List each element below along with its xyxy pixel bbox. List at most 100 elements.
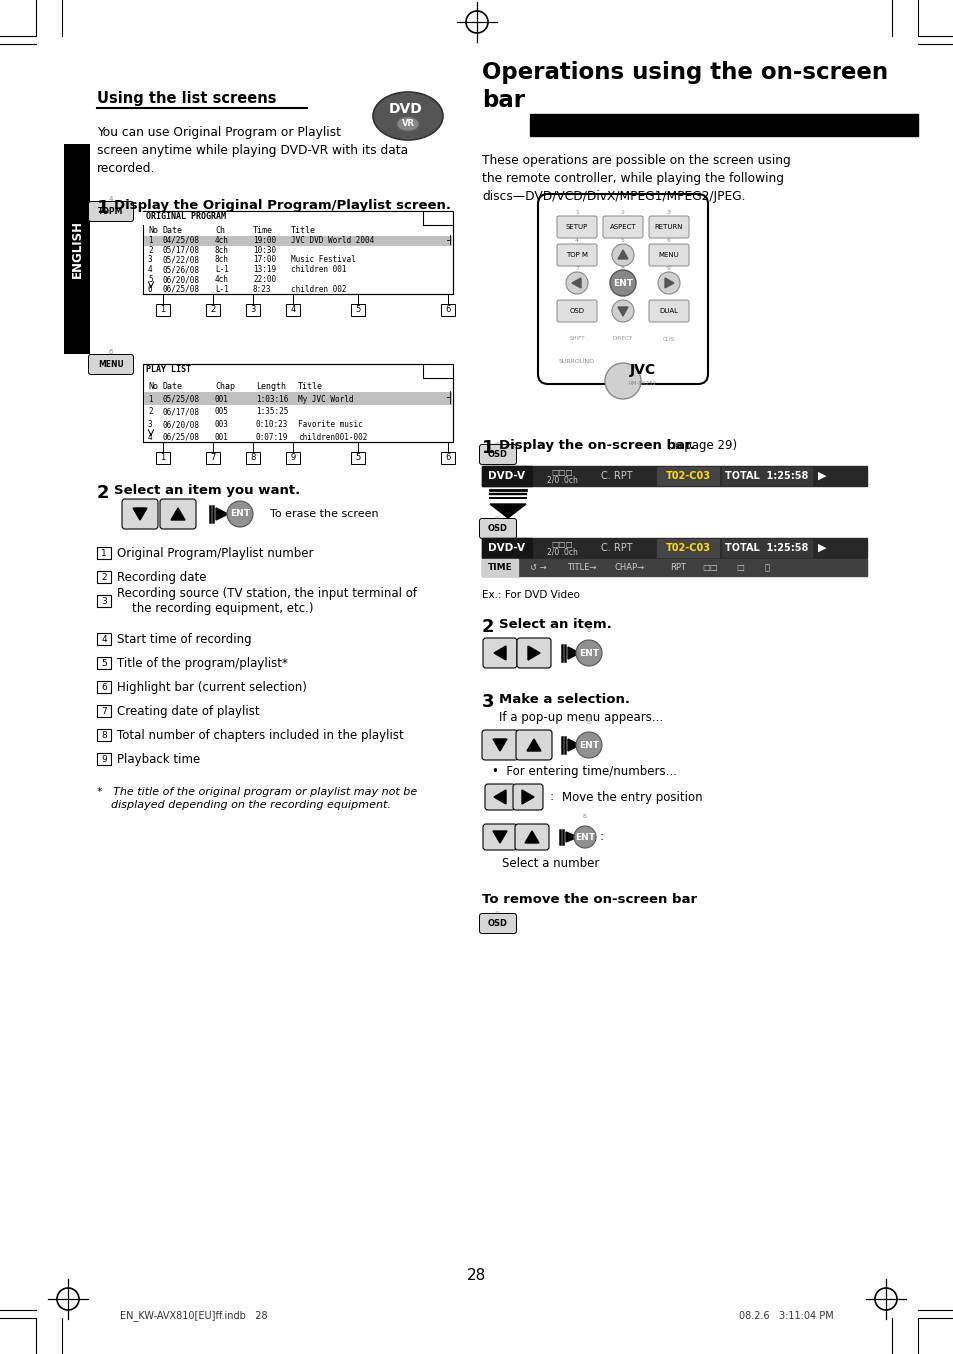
Text: Select an item.: Select an item. xyxy=(498,617,611,631)
Polygon shape xyxy=(215,508,228,520)
Bar xyxy=(530,114,917,135)
Bar xyxy=(144,236,452,245)
Text: SETUP: SETUP xyxy=(565,223,587,230)
Polygon shape xyxy=(524,831,538,844)
Bar xyxy=(97,681,111,693)
Circle shape xyxy=(574,826,596,848)
Bar xyxy=(286,452,299,464)
Bar xyxy=(246,305,260,315)
FancyBboxPatch shape xyxy=(482,638,517,668)
Text: □□: □□ xyxy=(701,563,717,571)
Bar xyxy=(481,466,866,486)
Text: DIRECT: DIRECT xyxy=(613,337,633,341)
Bar xyxy=(246,452,260,464)
Text: C. RPT: C. RPT xyxy=(600,471,632,481)
Text: 6: 6 xyxy=(101,682,107,692)
Text: 06/20/08: 06/20/08 xyxy=(163,420,200,429)
Text: 28: 28 xyxy=(467,1269,486,1284)
FancyBboxPatch shape xyxy=(648,301,688,322)
Text: SHIFT: SHIFT xyxy=(569,337,584,341)
Circle shape xyxy=(227,501,253,527)
Text: 003: 003 xyxy=(214,420,229,429)
Ellipse shape xyxy=(373,92,442,139)
FancyBboxPatch shape xyxy=(557,244,597,265)
Text: 8: 8 xyxy=(586,628,590,634)
Text: 3: 3 xyxy=(148,420,152,429)
Text: 06/17/08: 06/17/08 xyxy=(163,408,200,417)
Text: JVC DVD World 2004: JVC DVD World 2004 xyxy=(291,236,374,245)
Text: •  For entering time/numbers...: • For entering time/numbers... xyxy=(492,765,677,779)
FancyBboxPatch shape xyxy=(602,217,642,238)
Text: 001: 001 xyxy=(214,394,229,403)
Text: bar: bar xyxy=(481,89,524,112)
Polygon shape xyxy=(618,250,627,259)
Text: 05/25/08: 05/25/08 xyxy=(163,394,200,403)
Text: OSD: OSD xyxy=(488,919,507,927)
Text: L-1: L-1 xyxy=(214,265,229,275)
Text: 1: 1 xyxy=(160,454,166,463)
Bar xyxy=(657,467,719,485)
Text: 1:35:25: 1:35:25 xyxy=(255,408,288,417)
Text: 06/25/08: 06/25/08 xyxy=(163,433,200,441)
FancyBboxPatch shape xyxy=(517,638,551,668)
Bar xyxy=(481,538,866,558)
Text: :: : xyxy=(599,830,603,844)
Text: 6: 6 xyxy=(445,454,450,463)
Bar xyxy=(97,594,111,607)
Text: Favorite music: Favorite music xyxy=(297,420,362,429)
Circle shape xyxy=(658,272,679,294)
Text: ▶: ▶ xyxy=(817,543,825,552)
Text: □□□: □□□ xyxy=(551,468,572,478)
Text: 1: 1 xyxy=(148,394,152,403)
Text: 05/26/08: 05/26/08 xyxy=(163,265,200,275)
Text: Start time of recording: Start time of recording xyxy=(117,632,252,646)
Text: 9: 9 xyxy=(666,267,670,272)
Text: 9: 9 xyxy=(290,454,295,463)
FancyBboxPatch shape xyxy=(513,784,542,810)
Text: ENT: ENT xyxy=(230,509,250,519)
Polygon shape xyxy=(565,831,578,842)
Bar xyxy=(156,305,170,315)
Bar xyxy=(721,467,811,485)
Text: 8: 8 xyxy=(582,815,586,819)
Text: Display the Original Program/Playlist screen.: Display the Original Program/Playlist sc… xyxy=(113,199,451,213)
Text: 8ch: 8ch xyxy=(214,256,229,264)
Text: 6: 6 xyxy=(109,349,113,355)
Text: My JVC World: My JVC World xyxy=(297,394,354,403)
Text: 10:30: 10:30 xyxy=(253,245,275,255)
Text: 1: 1 xyxy=(160,306,166,314)
Text: 4: 4 xyxy=(148,433,152,441)
Text: RM-RK252: RM-RK252 xyxy=(628,382,657,386)
Text: Ex.: For DVD Video: Ex.: For DVD Video xyxy=(481,590,579,600)
Polygon shape xyxy=(171,508,185,520)
Text: TOP M: TOP M xyxy=(565,252,587,259)
Text: 🎤: 🎤 xyxy=(763,563,769,571)
Text: 4: 4 xyxy=(101,635,107,643)
Text: 2: 2 xyxy=(148,408,152,417)
Text: TOPM: TOPM xyxy=(98,207,124,217)
Text: T02-C03: T02-C03 xyxy=(665,543,710,552)
Text: ENT: ENT xyxy=(575,833,595,841)
Text: □: □ xyxy=(736,563,743,571)
Text: OSD: OSD xyxy=(488,524,507,533)
Bar xyxy=(144,391,452,405)
Text: ENT: ENT xyxy=(578,649,598,658)
Text: If a pop-up menu appears...: If a pop-up menu appears... xyxy=(498,711,662,724)
Text: 4ch: 4ch xyxy=(214,236,229,245)
Text: 04/25/08: 04/25/08 xyxy=(163,236,200,245)
Polygon shape xyxy=(572,278,580,288)
Bar xyxy=(143,211,422,225)
Text: 2: 2 xyxy=(620,210,624,215)
Text: 1: 1 xyxy=(148,236,152,245)
Bar xyxy=(97,547,111,559)
Text: 4: 4 xyxy=(109,196,113,202)
Text: 13:19: 13:19 xyxy=(253,265,275,275)
Text: 0:10:23: 0:10:23 xyxy=(255,420,288,429)
Text: **: ** xyxy=(495,441,500,447)
Text: Music Festival: Music Festival xyxy=(291,256,355,264)
Text: CHAP→: CHAP→ xyxy=(615,563,644,571)
Polygon shape xyxy=(567,739,579,751)
Text: EN_KW-AVX810[EU]ff.indb   28: EN_KW-AVX810[EU]ff.indb 28 xyxy=(120,1311,268,1322)
Text: VR: VR xyxy=(401,119,414,129)
Text: ENT: ENT xyxy=(613,279,633,287)
